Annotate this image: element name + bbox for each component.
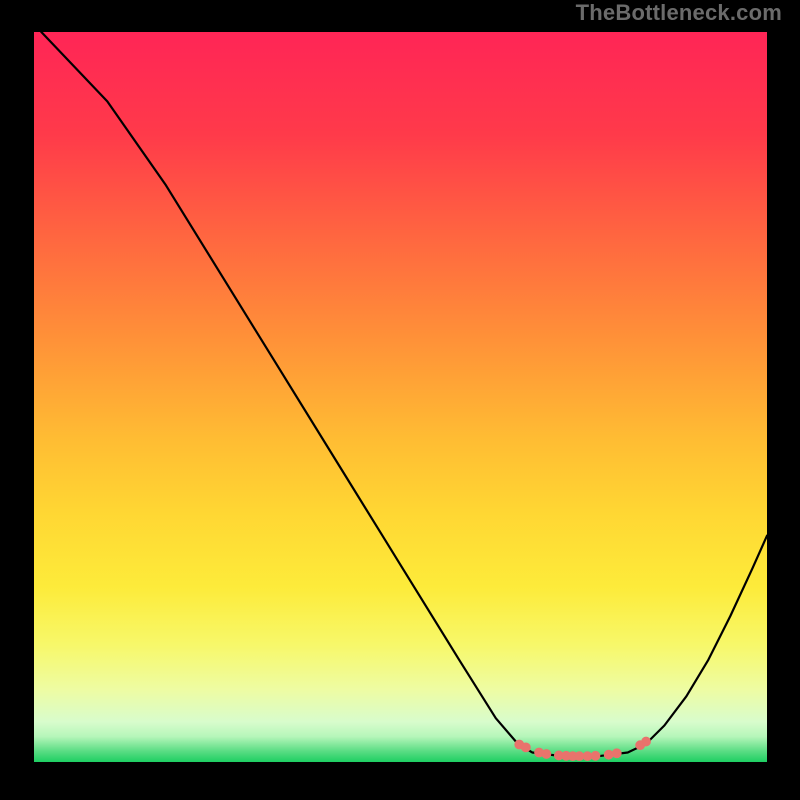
optimal-marker <box>542 750 551 759</box>
optimal-marker <box>583 752 592 761</box>
optimal-marker <box>642 737 651 746</box>
watermark-text: TheBottleneck.com <box>576 0 782 26</box>
optimal-marker <box>591 751 600 760</box>
optimal-marker <box>612 749 621 758</box>
optimal-marker <box>521 743 530 752</box>
optimal-marker <box>575 752 584 761</box>
optimal-marker <box>604 750 613 759</box>
bottleneck-chart <box>0 0 800 800</box>
plot-gradient-background <box>34 32 767 762</box>
